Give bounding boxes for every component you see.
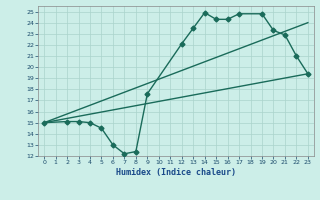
X-axis label: Humidex (Indice chaleur): Humidex (Indice chaleur) [116,168,236,177]
